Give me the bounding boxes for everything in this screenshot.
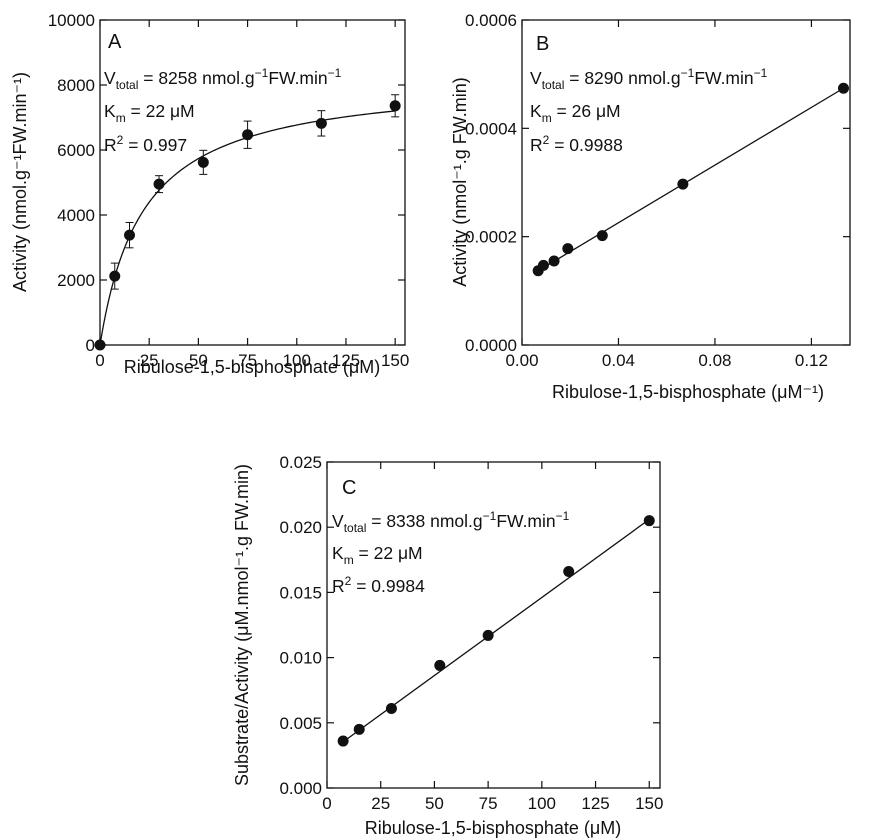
panel-c-plot — [337, 515, 655, 747]
panel-b: 0.00 0.04 0.08 0.12 0.0000 0.0002 0.0004 0.0006… — [450, 11, 851, 402]
panel-c-data-point — [337, 735, 349, 747]
panel-a-r2: R2 = 0.997 — [104, 133, 187, 155]
panel-a-km: Km = 22 μM — [104, 101, 195, 125]
panel-a-xlabel: Ribulose-1,5-bisphosphate (μM) — [124, 357, 381, 377]
panel-b-data-point — [548, 255, 560, 267]
panel-c-data-point — [563, 566, 575, 578]
panel-b-ytick-label: 0.0000 — [465, 336, 517, 355]
panel-a-data-point — [389, 100, 401, 112]
panel-b-label: B — [536, 33, 549, 55]
panel-b-xlabel: Ribulose-1,5-bisphosphate (μM⁻¹) — [552, 382, 824, 402]
panel-c-frame — [326, 461, 661, 789]
panel-c-xtick-label: 150 — [635, 794, 663, 813]
panel-b-fit-line — [537, 87, 844, 272]
panel-a-xtick-label: 125 — [332, 351, 360, 370]
panel-a-data-point — [94, 339, 106, 351]
panel-c-label: C — [342, 477, 356, 499]
panel-b-data-point — [562, 243, 574, 255]
panel-a-frame — [99, 19, 406, 346]
panel-a-vtotal: Vtotal = 8258 nmol.g−1FW.min−1 — [104, 66, 342, 92]
panel-c-r2: R2 = 0.9984 — [332, 574, 425, 596]
panel-b-data-point — [837, 82, 849, 94]
panel-c-xlabel: Ribulose-1,5-bisphosphate (μM) — [365, 818, 622, 838]
panel-c-vtotal: Vtotal = 8338 nmol.g−1FW.min−1 — [332, 509, 570, 535]
panel-c-data-point — [434, 659, 446, 671]
panel-c-ytick-label: 0.015 — [279, 583, 322, 602]
panel-c-xtick-label: 0 — [322, 794, 331, 813]
panel-a-xtick-label: 50 — [189, 351, 208, 370]
panel-c-data-point — [482, 629, 494, 641]
panel-a-plot — [94, 94, 401, 351]
panel-b-r2: R2 = 0.9988 — [530, 133, 623, 155]
panel-a-data-point — [109, 270, 121, 282]
panel-a-xtick-label: 25 — [140, 351, 159, 370]
panel-c-ytick-label: 0.010 — [279, 649, 322, 668]
panel-a-fit-curve — [99, 110, 396, 346]
panel-c-xtick-label: 75 — [479, 794, 498, 813]
panel-c-data-point — [385, 702, 397, 714]
panel-b-km: Km = 26 μM — [530, 101, 621, 125]
panel-b-data-point — [537, 259, 549, 271]
panel-c-ytick-label: 0.025 — [279, 453, 322, 472]
panel-c: 0 25 50 75 100 125 150 0.000 0.005 0.010 0.015 0.02… — [232, 453, 663, 838]
panel-a-ytick-label: 4000 — [57, 206, 95, 225]
panel-a-ytick-label: 8000 — [57, 76, 95, 95]
panel-b-frame — [521, 19, 851, 346]
panel-c-ticks: 0 25 50 75 100 125 150 0.000 0.005 0.010 0.015 0.02… — [279, 453, 663, 813]
panel-a-ytick-label: 6000 — [57, 141, 95, 160]
panel-b-ytick-label: 0.0006 — [465, 11, 517, 30]
panel-c-xtick-label: 125 — [581, 794, 609, 813]
panel-b-data-point — [596, 230, 608, 242]
panel-a-label: A — [108, 31, 122, 53]
panel-a-data-point — [242, 129, 254, 141]
panel-c-km: Km = 22 μM — [332, 543, 423, 567]
panel-b-ticks: 0.00 0.04 0.08 0.12 0.0000 0.0002 0.0004 0.0006 — [465, 11, 850, 370]
panel-b-xtick-label: 0.12 — [795, 351, 828, 370]
panel-b-data-point — [677, 178, 689, 190]
panel-a: 0 25 50 75 100 125 150 0 2000 4000 6000 8000 10000 A… — [10, 11, 409, 377]
panel-a-data-point — [124, 229, 136, 241]
panel-b-plot — [532, 82, 849, 277]
panel-c-ytick-label: 0.005 — [279, 714, 322, 733]
panel-c-data-point — [643, 515, 655, 527]
panel-a-ylabel: Activity (nmol.g⁻¹FW.min⁻¹) — [10, 72, 30, 292]
panel-a-ytick-label: 10000 — [48, 11, 95, 30]
panel-a-xtick-label: 0 — [95, 351, 104, 370]
panel-c-ytick-label: 0.000 — [279, 779, 322, 798]
panel-b-xtick-label: 0.08 — [698, 351, 731, 370]
panel-a-xtick-label: 75 — [238, 351, 257, 370]
panel-c-xtick-label: 25 — [371, 794, 390, 813]
panel-c-ytick-label: 0.020 — [279, 518, 322, 537]
panel-b-ylabel: Activity (nmol⁻¹.g FW.min) — [450, 77, 470, 287]
panel-a-data-point — [315, 117, 327, 129]
panel-b-ytick-label: 0.0002 — [465, 228, 517, 247]
panel-c-xtick-label: 50 — [425, 794, 444, 813]
panel-a-ytick-label: 0 — [86, 336, 95, 355]
panel-a-data-point — [153, 178, 165, 190]
panel-b-vtotal: Vtotal = 8290 nmol.g−1FW.min−1 — [530, 66, 768, 92]
panel-b-ytick-label: 0.0004 — [465, 119, 517, 138]
panel-c-xtick-label: 100 — [528, 794, 556, 813]
panel-b-xtick-label: 0.00 — [505, 351, 538, 370]
panel-b-xtick-label: 0.04 — [602, 351, 635, 370]
panel-a-ytick-label: 2000 — [57, 271, 95, 290]
panel-a-ticks: 0 25 50 75 100 125 150 0 2000 4000 6000 8000 10000 — [48, 11, 410, 370]
panel-a-xtick-label: 100 — [283, 351, 311, 370]
panel-a-data-point — [197, 156, 209, 168]
panel-a-xtick-label: 150 — [381, 351, 409, 370]
panel-c-ylabel: Substrate/Activity (μM.nmol⁻¹.g FW.min) — [232, 464, 252, 786]
panel-c-data-point — [353, 723, 365, 735]
